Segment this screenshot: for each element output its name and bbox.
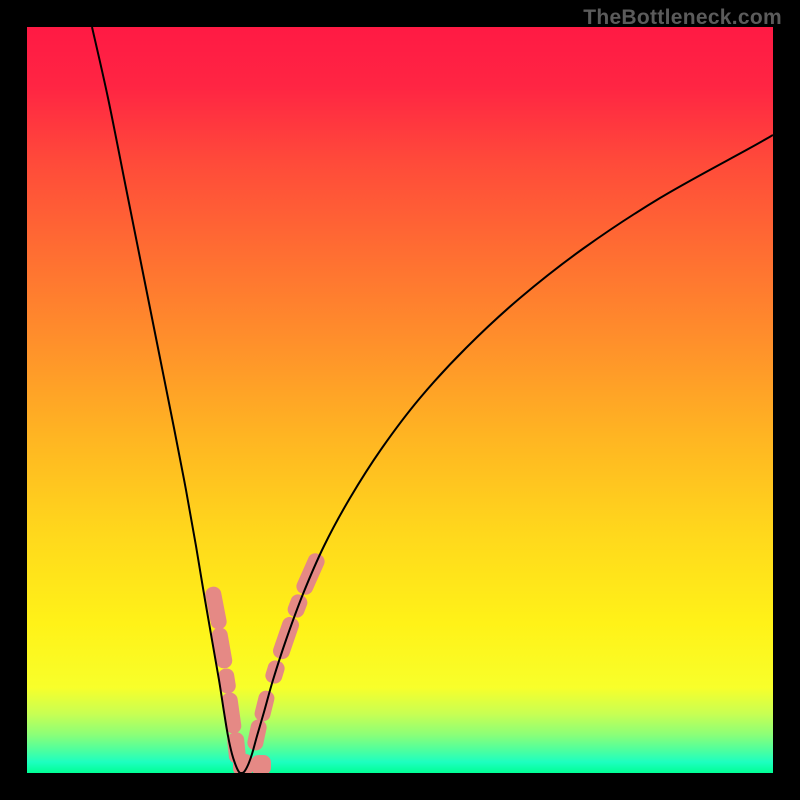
gradient-background [27, 27, 773, 773]
chart-svg [0, 0, 800, 800]
curve-marker [252, 756, 271, 775]
chart-stage: TheBottleneck.com [0, 0, 800, 800]
watermark-text: TheBottleneck.com [583, 6, 782, 30]
